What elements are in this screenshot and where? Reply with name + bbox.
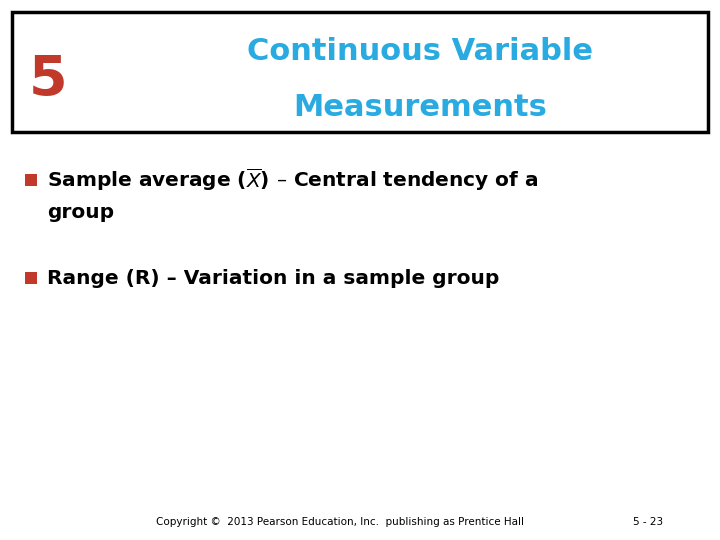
Text: Continuous Variable: Continuous Variable (247, 37, 593, 66)
Text: 5 - 23: 5 - 23 (633, 517, 663, 527)
Text: 5: 5 (29, 53, 67, 107)
Text: Sample average ($\overline{X}$) – Central tendency of a: Sample average ($\overline{X}$) – Centra… (47, 166, 539, 193)
Text: Measurements: Measurements (293, 93, 547, 123)
FancyBboxPatch shape (12, 12, 708, 132)
Text: Copyright ©  2013 Pearson Education, Inc.  publishing as Prentice Hall: Copyright © 2013 Pearson Education, Inc.… (156, 517, 524, 527)
Text: Range (R) – Variation in a sample group: Range (R) – Variation in a sample group (47, 268, 500, 287)
FancyBboxPatch shape (25, 272, 37, 284)
Text: group: group (47, 202, 114, 221)
FancyBboxPatch shape (25, 174, 37, 186)
